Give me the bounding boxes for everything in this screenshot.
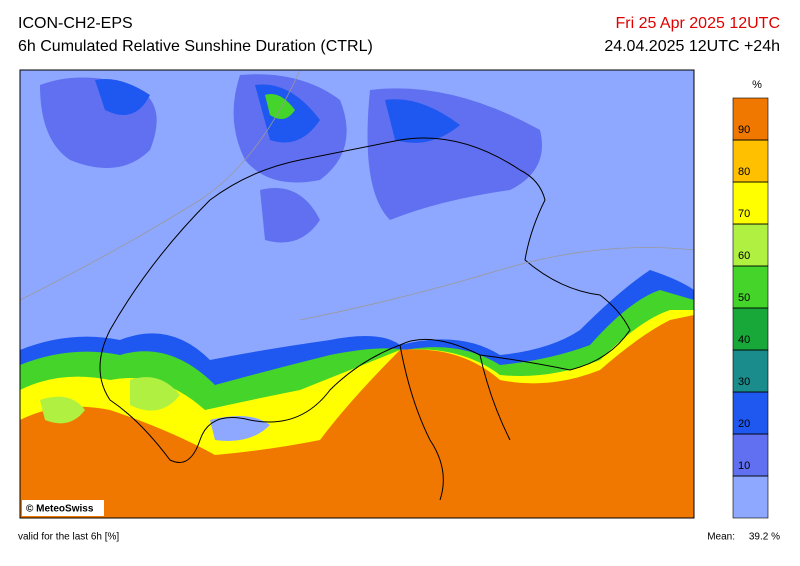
colorbar-tick-label: 60 — [738, 250, 750, 262]
mean-label: Mean: — [707, 532, 735, 543]
colorbar-band — [732, 265, 769, 309]
colorbar: % 10 20 30 40 50 60 70 80 90 — [732, 79, 769, 519]
model-name: ICON-CH2-EPS — [18, 15, 133, 32]
cloud-area — [265, 94, 295, 119]
map: © MeteoSwiss — [19, 69, 695, 519]
cloud-area — [210, 416, 270, 441]
credit: © MeteoSwiss — [26, 504, 94, 515]
footer-note: valid for the last 6h [%] — [18, 532, 119, 543]
cloud-area — [385, 99, 460, 143]
colorbar-tick-label: 20 — [738, 418, 750, 430]
colorbar-unit: % — [752, 79, 762, 91]
cloud-area — [260, 188, 320, 243]
cloud-area — [95, 79, 150, 115]
map-frame — [19, 69, 695, 519]
product-name: 6h Cumulated Relative Sunshine Duration … — [18, 38, 373, 55]
credit-box — [22, 500, 104, 516]
valid-time: Fri 25 Apr 2025 12UTC — [615, 15, 780, 32]
colorbar-band — [732, 307, 769, 351]
mean-value: 39.2 % — [749, 532, 780, 543]
borders — [99, 137, 631, 501]
colorbar-tick-label: 50 — [738, 292, 750, 304]
colorbar-tick-label: 70 — [738, 208, 750, 220]
colorbar-band — [732, 181, 769, 225]
colorbar-tick-label: 80 — [738, 166, 750, 178]
colorbar-band — [732, 139, 769, 183]
sunshine-area — [20, 315, 694, 518]
sunshine-area — [130, 377, 180, 411]
colorbar-tick-label: 90 — [738, 124, 750, 136]
colorbar-band — [732, 475, 769, 519]
colorbar-band — [732, 223, 769, 267]
colorbar-tick-label: 40 — [738, 334, 750, 346]
run-time: 24.04.2025 12UTC +24h — [604, 38, 780, 55]
rivers — [19, 69, 695, 321]
sunshine-area — [40, 396, 85, 424]
colorbar-tick-label: 10 — [738, 460, 750, 472]
colorbar-band — [732, 97, 769, 141]
colorbar-tick-label: 30 — [738, 376, 750, 388]
